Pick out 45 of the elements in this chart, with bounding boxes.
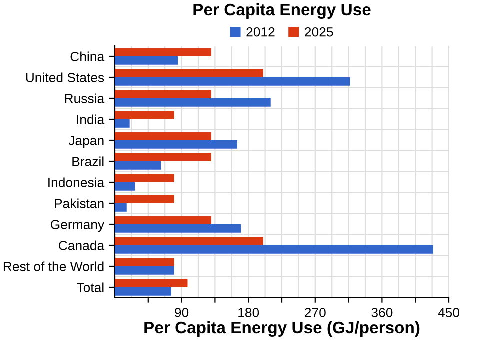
x-tick-label: 450 [438,308,460,318]
bar [115,174,174,182]
y-tick-label: United States [26,72,104,82]
bar [115,78,350,86]
bar [115,246,434,254]
bar [115,48,212,56]
x-tick-label: 270 [305,308,326,318]
chart-title: Per Capita Energy Use [194,3,371,20]
bar [115,216,212,224]
bar [115,153,212,162]
bar [115,204,127,212]
bar [115,56,178,65]
bar [115,132,212,140]
bar [115,111,174,120]
y-tick-label: Germany [50,220,105,232]
bar [115,258,174,266]
bar [115,120,130,128]
y-tick-label: China [70,52,105,62]
bar [115,279,188,288]
x-tick-label: 90 [175,308,189,318]
bar [115,69,264,78]
bar [115,90,212,98]
y-tick-label: India [77,114,105,124]
x-axis-title: Per Capita Energy Use (GJ/person) [144,321,420,338]
y-tick-label: Indonesia [48,178,105,188]
bar [115,266,174,275]
bar [115,237,264,246]
bar [115,182,136,191]
bar [115,162,162,170]
y-tick-label: Rest of the World [4,262,104,272]
x-tick-label: 180 [238,308,260,318]
legend-label: 2025 [305,27,334,37]
bar [115,140,238,149]
bar [115,195,174,204]
bar [115,98,271,107]
y-tick-label: Pakistan [55,198,104,208]
y-tick-label: Brazil [72,156,104,166]
y-tick-label: Total [77,282,104,292]
y-tick-label: Russia [65,94,105,104]
bar [115,224,242,233]
y-tick-label: Japan [68,136,104,148]
bar [115,288,172,296]
y-tick-label: Canada [59,240,105,250]
legend-label: 2012 [246,27,275,37]
x-tick-label: 360 [372,308,393,318]
